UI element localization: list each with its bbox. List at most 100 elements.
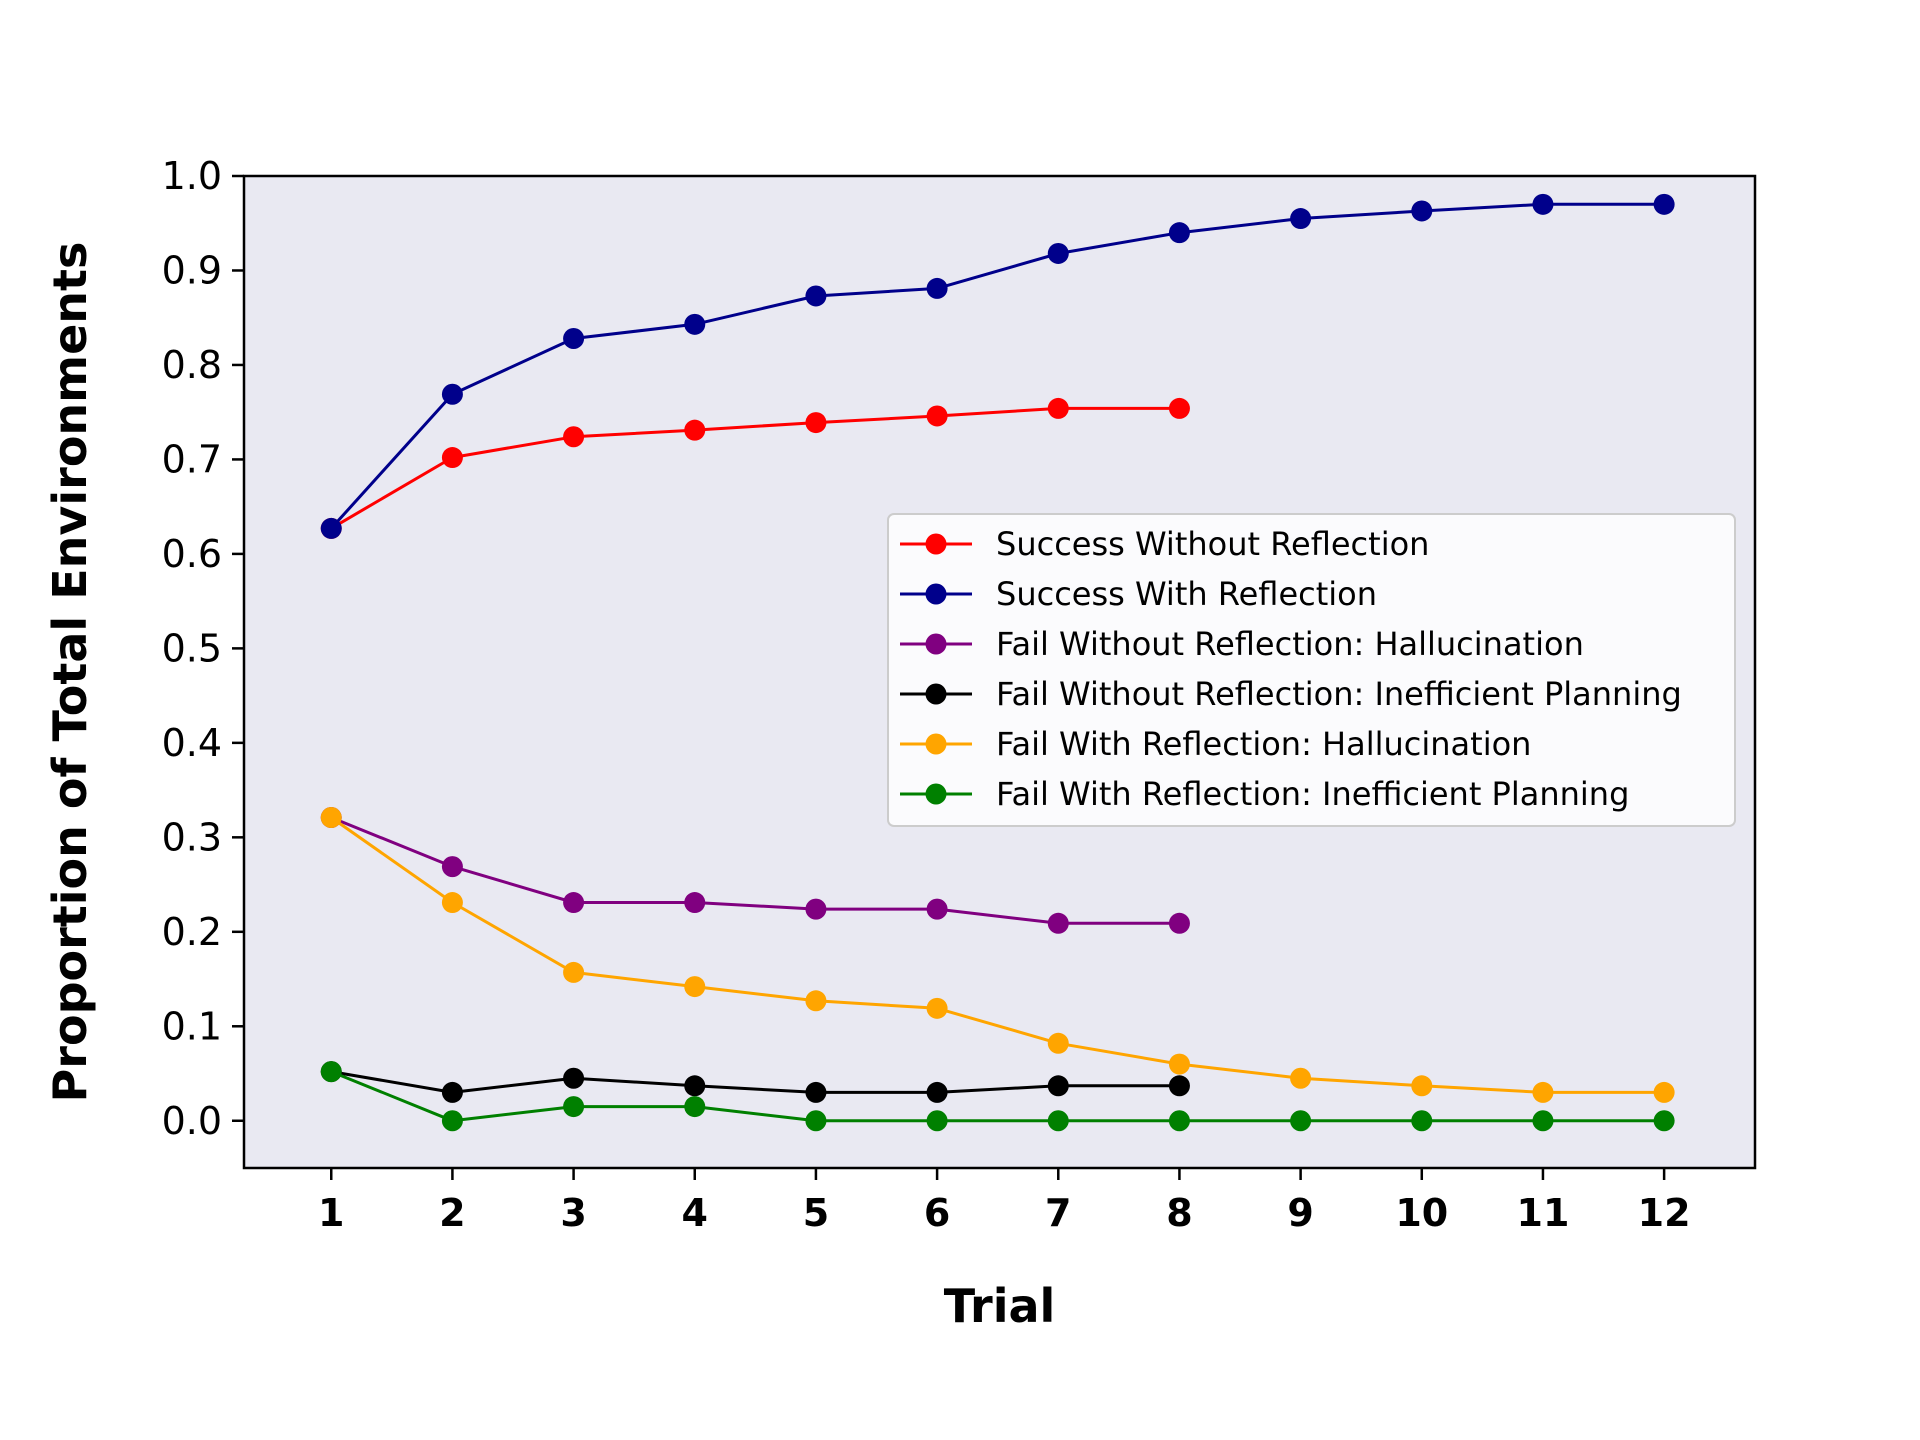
data-point <box>563 426 585 448</box>
data-point <box>320 517 342 539</box>
data-point <box>1047 397 1069 419</box>
series-2 <box>320 193 1675 539</box>
data-point <box>1411 1075 1433 1097</box>
legend-marker <box>925 583 947 605</box>
legend-item: Fail Without Reflection: Hallucination <box>900 625 1584 663</box>
data-point <box>1290 1110 1312 1132</box>
y-tick-label: 0.3 <box>162 815 222 859</box>
legend-marker <box>925 683 947 705</box>
data-point <box>805 1110 827 1132</box>
x-axis-label: Trial <box>944 1279 1056 1333</box>
data-point <box>1168 397 1190 419</box>
data-point <box>805 1081 827 1103</box>
series-line <box>330 1070 1180 1094</box>
data-point <box>1168 1075 1190 1097</box>
y-tick-label: 0.2 <box>162 910 222 954</box>
x-tick-label: 12 <box>1638 1191 1691 1235</box>
data-point <box>441 447 463 469</box>
data-point <box>926 277 948 299</box>
y-axis: 0.0 0.1 0.2 0.3 0.4 0.5 0.6 0.7 0.8 0.9 1.0 <box>162 154 244 1143</box>
data-point <box>441 1110 463 1132</box>
data-point <box>926 1110 948 1132</box>
x-tick-label: 11 <box>1517 1191 1570 1235</box>
legend-label: Fail With Reflection: Hallucination <box>996 725 1531 763</box>
x-tick-label: 7 <box>1045 1191 1071 1235</box>
legend-label: Fail Without Reflection: Inefficient Pla… <box>996 675 1682 713</box>
data-point <box>1532 1110 1554 1132</box>
data-point <box>1047 242 1069 264</box>
data-point <box>684 976 706 998</box>
series-4 <box>320 1061 1190 1103</box>
legend-item: Fail Without Reflection: Inefficient Pla… <box>900 675 1682 713</box>
y-tick-label: 0.0 <box>162 1099 222 1143</box>
series-line <box>330 406 1180 530</box>
legend-label: Fail Without Reflection: Hallucination <box>996 625 1584 663</box>
y-axis-label: Proportion of Total Environments <box>43 242 97 1103</box>
x-tick-label: 6 <box>924 1191 950 1235</box>
x-tick-label: 4 <box>682 1191 708 1235</box>
data-point <box>563 1067 585 1089</box>
legend-item: Fail With Reflection: Inefficient Planni… <box>900 775 1629 813</box>
legend-marker <box>925 533 947 555</box>
data-point <box>805 412 827 434</box>
data-point <box>1047 912 1069 934</box>
series-line <box>330 816 1665 1094</box>
legend: Success Without Reflection Success With R… <box>887 513 1736 827</box>
data-point <box>1168 222 1190 244</box>
data-point <box>441 1081 463 1103</box>
y-tick-label: 0.7 <box>162 437 222 481</box>
legend-label: Fail With Reflection: Inefficient Planni… <box>996 775 1629 813</box>
data-point <box>320 1061 342 1083</box>
data-point <box>1290 1067 1312 1089</box>
legend-item: Success With Reflection <box>900 575 1377 613</box>
data-point <box>1653 1110 1675 1132</box>
data-point <box>926 1081 948 1103</box>
x-tick-label: 9 <box>1287 1191 1313 1235</box>
y-tick-label: 0.9 <box>162 248 222 292</box>
plot-frame <box>242 174 1757 1170</box>
data-point <box>441 892 463 914</box>
data-point <box>1653 193 1675 215</box>
data-point <box>926 898 948 920</box>
y-tick-label: 0.6 <box>162 532 222 576</box>
x-axis: 1 2 3 4 5 6 7 8 9 10 11 12 <box>318 1168 1691 1235</box>
x-tick-label: 8 <box>1166 1191 1192 1235</box>
data-point <box>684 419 706 441</box>
x-tick-label: 10 <box>1395 1191 1448 1235</box>
y-tick-label: 0.5 <box>162 626 222 670</box>
series-line <box>330 202 1665 530</box>
data-point <box>1653 1081 1675 1103</box>
data-point <box>684 1075 706 1097</box>
data-point <box>1411 1110 1433 1132</box>
data-point <box>441 856 463 878</box>
series-line <box>330 1070 1665 1123</box>
data-point <box>1047 1075 1069 1097</box>
data-point <box>805 285 827 307</box>
data-point <box>563 892 585 914</box>
data-point <box>1411 200 1433 222</box>
x-tick-label: 5 <box>803 1191 829 1235</box>
data-point <box>1168 1110 1190 1132</box>
y-tick-label: 1.0 <box>162 154 222 198</box>
data-point <box>563 1096 585 1118</box>
y-tick-label: 0.8 <box>162 343 222 387</box>
data-point <box>1168 1053 1190 1075</box>
x-tick-label: 1 <box>318 1191 344 1235</box>
data-point <box>926 997 948 1019</box>
legend-label: Success With Reflection <box>996 575 1377 613</box>
series-layer <box>320 193 1675 1132</box>
legend-item: Success Without Reflection <box>900 525 1429 563</box>
legend-marker <box>925 633 947 655</box>
data-point <box>1532 193 1554 215</box>
data-point <box>805 898 827 920</box>
series-line <box>330 816 1180 925</box>
data-point <box>1290 208 1312 230</box>
data-point <box>1532 1081 1554 1103</box>
data-point <box>563 327 585 349</box>
data-point <box>926 405 948 427</box>
legend-marker <box>925 733 947 755</box>
data-point <box>1168 912 1190 934</box>
series-6 <box>320 1061 1675 1132</box>
data-point <box>684 313 706 335</box>
data-point <box>1047 1110 1069 1132</box>
